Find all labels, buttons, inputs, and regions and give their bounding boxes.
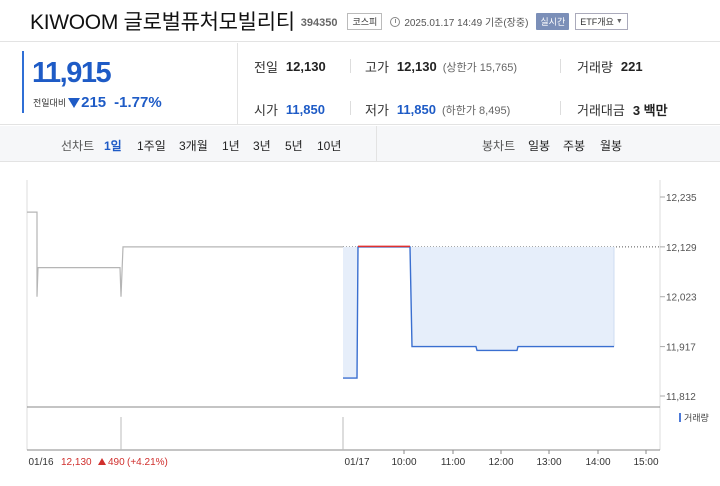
stat-label: 거래량 — [577, 60, 613, 75]
price-accent-bar — [22, 51, 24, 113]
clock-icon — [390, 16, 401, 27]
stat-value: 3 백만 — [632, 103, 668, 118]
down-triangle-icon — [68, 97, 81, 108]
lower-limit: (하한가 8,495) — [441, 104, 511, 117]
tab-3year[interactable]: 3년 — [253, 139, 271, 153]
x-tick-label: 14:00 — [585, 457, 610, 468]
stat-label: 전일 — [254, 60, 278, 75]
current-price-box: 11,915 전일대비 215 -1.77% — [0, 43, 238, 125]
price-summary: 11,915 전일대비 215 -1.77% 전일 12,130 고가 12,1… — [0, 43, 720, 125]
up-triangle-icon — [98, 458, 106, 465]
change-rate: -1.77% — [114, 94, 162, 111]
stock-header: KIWOOM 글로벌퓨처모빌리티 394350 코스피 2025.01.17 1… — [0, 0, 720, 42]
chevron-down-icon: ▼ — [615, 18, 623, 25]
divider — [350, 101, 351, 115]
y-tick-label: 11,917 — [666, 343, 696, 354]
price-chart-svg: 12,235 12,129 12,023 11,917 11,812 거래량 01/16 01… — [26, 180, 709, 468]
today-price-line — [343, 246, 614, 379]
market-badge: 코스피 — [347, 13, 383, 30]
stat-open: 시가 11,850 — [254, 100, 325, 119]
volume-legend-label: 거래량 — [684, 412, 709, 423]
stat-label: 고가 — [365, 60, 389, 75]
stat-value: 11,850 — [396, 102, 436, 117]
tab-1day[interactable]: 1일 — [104, 139, 122, 153]
volume-legend-swatch — [679, 413, 681, 422]
stock-code: 394350 — [300, 16, 338, 29]
x-tick-label: 01/16 — [28, 457, 53, 468]
stat-value: 11,850 — [285, 102, 325, 117]
stat-value: 221 — [620, 59, 643, 74]
candle-chart-label: 봉차트 — [482, 139, 516, 153]
change-value: 215 — [81, 94, 107, 111]
x-tick-label: 12:00 — [488, 457, 513, 468]
stat-value: 12,130 — [396, 59, 437, 74]
realtime-button[interactable]: 실시간 — [536, 13, 570, 30]
tab-daily-candle[interactable]: 일봉 — [528, 139, 551, 153]
x-tick-label: 11:00 — [441, 457, 466, 468]
divider — [350, 59, 351, 73]
basis-time: 2025.01.17 14:49 기준(장중) — [404, 18, 529, 29]
stat-low: 저가 11,850 (하한가 8,495) — [365, 100, 510, 119]
prev-day-price: 12,130 — [61, 457, 92, 468]
tab-10year[interactable]: 10년 — [317, 139, 342, 153]
tab-1week[interactable]: 1주일 — [137, 139, 166, 153]
etf-overview-button[interactable]: ETF개요 ▼ — [575, 13, 628, 30]
change-label: 전일대비 — [33, 98, 67, 108]
stat-prev-close: 전일 12,130 — [254, 57, 326, 76]
chart-tab-bar: 선차트 1일 1주일 3개월 1년 3년 5년 10년 봉차트 일봉 주봉 월봉 — [0, 126, 720, 162]
stat-high: 고가 12,130 (상한가 15,765) — [365, 57, 517, 76]
change-row: 전일대비 215 -1.77% — [33, 94, 162, 111]
upper-limit: (상한가 15,765) — [442, 61, 518, 74]
tab-5year[interactable]: 5년 — [285, 139, 303, 153]
stat-label: 시가 — [254, 103, 278, 118]
stock-name: KIWOOM 글로벌퓨처모빌리티 — [30, 10, 295, 34]
current-price: 11,915 — [32, 57, 112, 89]
prev-day-rate: (+4.21%) — [127, 457, 168, 468]
tab-divider — [376, 126, 377, 162]
tab-weekly-candle[interactable]: 주봉 — [563, 139, 586, 153]
tab-monthly-candle[interactable]: 월봉 — [600, 139, 623, 153]
stat-volume: 거래량 221 — [577, 57, 643, 76]
tab-1year[interactable]: 1년 — [222, 139, 240, 153]
x-tick-label: 13:00 — [536, 457, 561, 468]
y-tick-label: 11,812 — [666, 392, 696, 403]
x-tick-label: 15:00 — [633, 457, 658, 468]
prev-day-price-line — [27, 211, 343, 297]
y-tick-label: 12,129 — [666, 243, 697, 254]
line-chart-label: 선차트 — [61, 139, 95, 153]
y-tick-label: 12,235 — [666, 193, 697, 204]
etf-overview-label: ETF개요 — [580, 17, 614, 27]
today-fill-area — [343, 246, 614, 379]
stat-label: 거래대금 — [577, 103, 625, 118]
stat-amount: 거래대금 3 백만 — [577, 100, 668, 119]
tab-3month[interactable]: 3개월 — [179, 139, 208, 153]
x-tick-label: 10:00 — [391, 457, 416, 468]
x-tick-label: 01/17 — [344, 457, 369, 468]
y-tick-label: 12,023 — [666, 293, 697, 304]
divider — [560, 59, 561, 73]
prev-day-change: 490 — [108, 457, 125, 468]
stat-label: 저가 — [365, 103, 389, 118]
stat-value: 12,130 — [285, 59, 326, 74]
price-chart[interactable]: 12,235 12,129 12,023 11,917 11,812 거래량 01/16 01… — [0, 180, 720, 486]
divider — [560, 101, 561, 115]
